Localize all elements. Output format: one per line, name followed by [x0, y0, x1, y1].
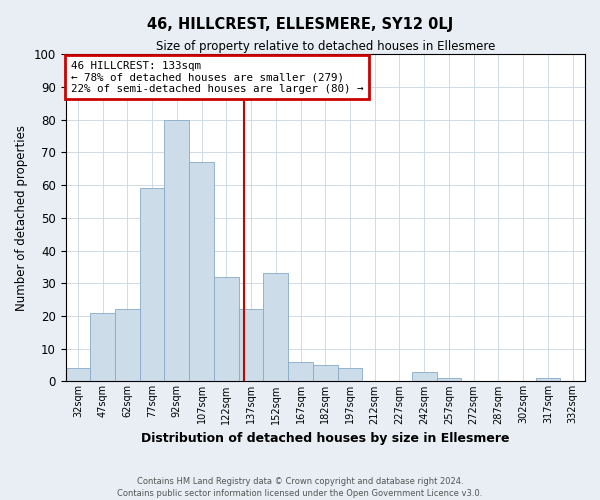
Bar — [164, 120, 189, 382]
Bar — [263, 274, 288, 382]
Bar — [239, 310, 263, 382]
Bar — [90, 312, 115, 382]
Text: 46 HILLCREST: 133sqm
← 78% of detached houses are smaller (279)
22% of semi-deta: 46 HILLCREST: 133sqm ← 78% of detached h… — [71, 60, 363, 94]
Bar — [140, 188, 164, 382]
Text: Contains HM Land Registry data © Crown copyright and database right 2024.
Contai: Contains HM Land Registry data © Crown c… — [118, 476, 482, 498]
Bar — [313, 365, 338, 382]
X-axis label: Distribution of detached houses by size in Ellesmere: Distribution of detached houses by size … — [141, 432, 509, 445]
Y-axis label: Number of detached properties: Number of detached properties — [15, 125, 28, 311]
Bar — [437, 378, 461, 382]
Bar — [214, 276, 239, 382]
Bar — [115, 310, 140, 382]
Bar — [288, 362, 313, 382]
Text: 46, HILLCREST, ELLESMERE, SY12 0LJ: 46, HILLCREST, ELLESMERE, SY12 0LJ — [147, 18, 453, 32]
Title: Size of property relative to detached houses in Ellesmere: Size of property relative to detached ho… — [155, 40, 495, 53]
Bar — [536, 378, 560, 382]
Bar — [189, 162, 214, 382]
Bar — [65, 368, 90, 382]
Bar — [412, 372, 437, 382]
Bar — [338, 368, 362, 382]
